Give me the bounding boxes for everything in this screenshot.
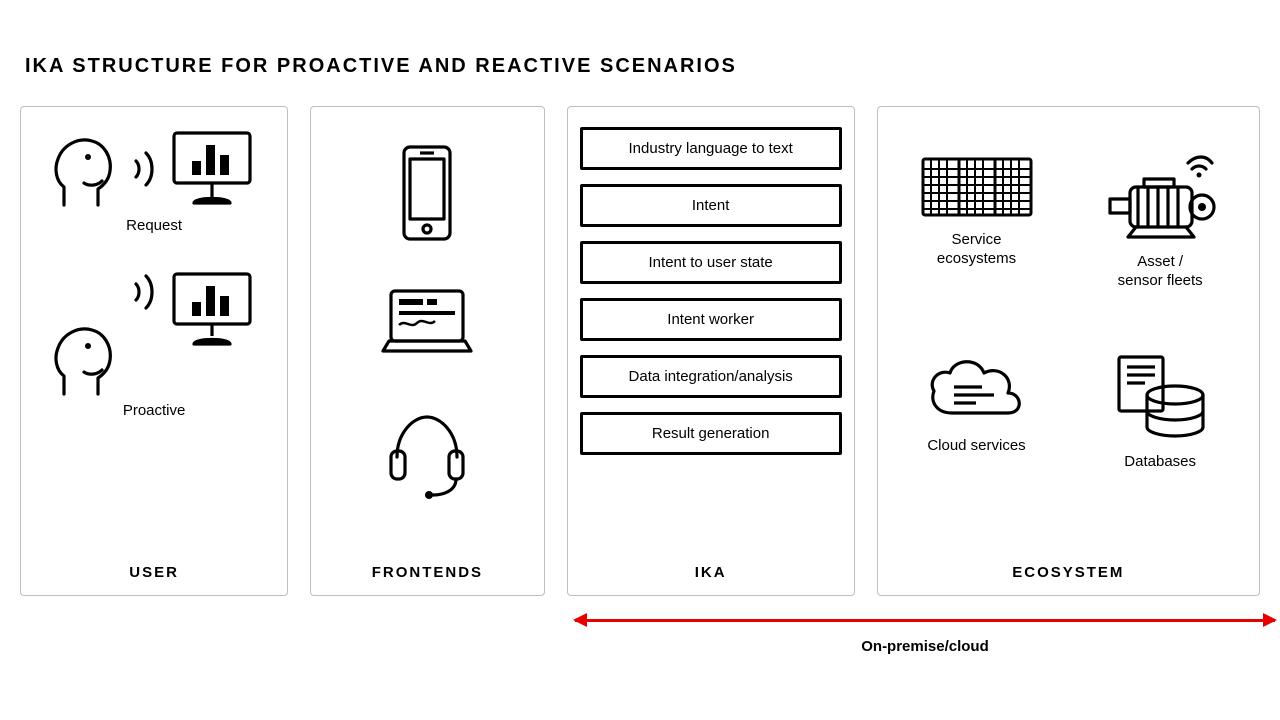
proactive-caption: Proactive	[123, 402, 186, 419]
columns-container: Request	[20, 106, 1260, 596]
eco-label: Asset /sensor fleets	[1118, 253, 1203, 291]
talking-head-icon	[50, 127, 128, 211]
eco-label: Cloud services	[927, 437, 1025, 456]
solar-panel-icon	[917, 153, 1037, 221]
user-proactive-group: Proactive	[33, 264, 275, 419]
sound-wave-icon	[130, 264, 164, 320]
deployment-arrow: On-premise/cloud	[575, 619, 1275, 679]
cloud-icon	[922, 351, 1032, 427]
talking-head-icon	[50, 316, 128, 400]
diagram-title: IKA STRUCTURE FOR PROACTIVE AND REACTIVE…	[25, 55, 1260, 78]
ika-box: Intent	[580, 184, 842, 227]
ika-box: Intent worker	[580, 298, 842, 341]
column-label-frontends: FRONTENDS	[311, 564, 543, 581]
ika-box: Industry language to text	[580, 127, 842, 170]
column-label-user: USER	[21, 564, 287, 581]
monitor-chart-icon	[166, 123, 258, 215]
arrow-caption: On-premise/cloud	[575, 638, 1275, 655]
ika-box: Intent to user state	[580, 241, 842, 284]
column-ika: Industry language to text Intent Intent …	[567, 106, 855, 596]
column-frontends: FRONTENDS	[310, 106, 544, 596]
eco-databases: Databases	[1073, 351, 1247, 472]
column-label-ika: IKA	[568, 564, 854, 581]
ecosystem-grid: Serviceecosystems	[890, 153, 1247, 471]
sound-wave-icon	[130, 141, 164, 197]
request-caption: Request	[126, 217, 182, 234]
column-ecosystem: Serviceecosystems	[877, 106, 1260, 596]
ika-box: Data integration/analysis	[580, 355, 842, 398]
ika-box: Result generation	[580, 412, 842, 455]
user-request-group: Request	[33, 123, 275, 234]
column-label-ecosystem: ECOSYSTEM	[878, 564, 1259, 581]
laptop-icon	[371, 281, 483, 369]
eco-label: Databases	[1124, 453, 1196, 472]
double-arrow-icon	[575, 619, 1275, 622]
monitor-chart-icon	[166, 264, 258, 356]
smartphone-icon	[394, 141, 460, 245]
motor-sensor-icon	[1100, 153, 1220, 243]
headset-icon	[379, 405, 475, 505]
database-icon	[1105, 351, 1215, 443]
eco-label: Serviceecosystems	[937, 231, 1016, 269]
column-user: Request	[20, 106, 288, 596]
eco-cloud-services: Cloud services	[890, 351, 1064, 472]
eco-service-ecosystems: Serviceecosystems	[890, 153, 1064, 291]
ika-box-stack: Industry language to text Intent Intent …	[580, 127, 842, 455]
eco-asset-sensor: Asset /sensor fleets	[1073, 153, 1247, 291]
